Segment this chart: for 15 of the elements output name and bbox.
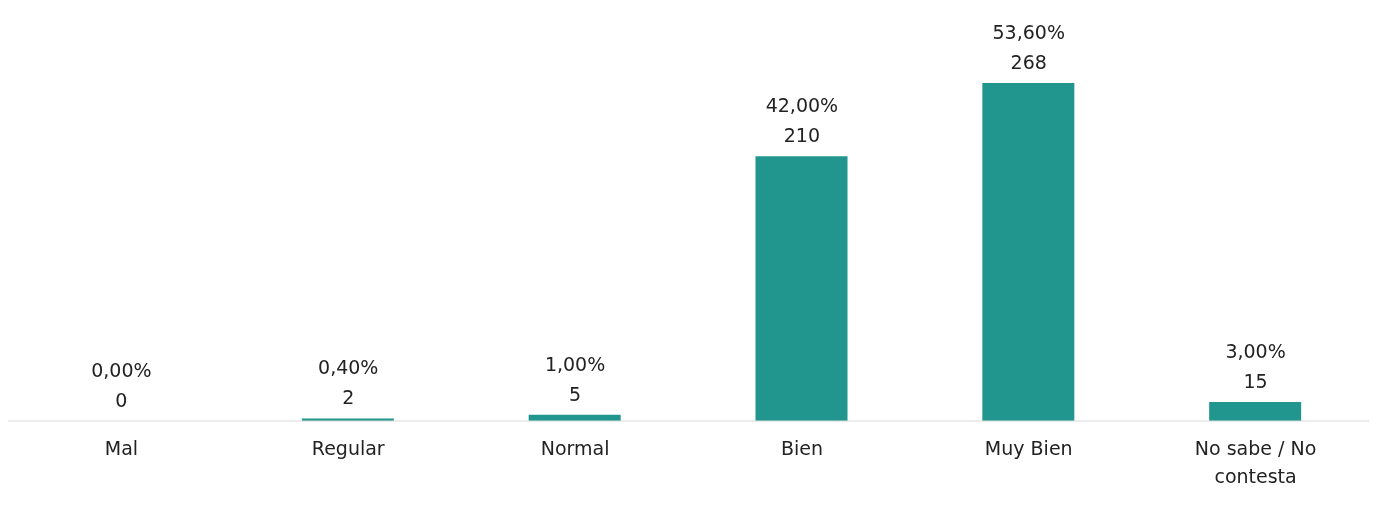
data-label: 53,60% 268 (992, 21, 1065, 73)
data-label: 0,00% 0 (91, 359, 152, 411)
data-label: 42,00% 210 (765, 94, 839, 147)
x-tick-label: Regular (311, 437, 385, 459)
data-label: 3,00% 15 (1225, 340, 1286, 393)
x-tick-label: Bien (780, 437, 823, 459)
x-tick-label: Muy Bien (984, 437, 1073, 459)
bar (982, 83, 1075, 421)
x-tick-label: No sabe / No contesta (1194, 437, 1317, 487)
data-label: 1,00% 5 (544, 352, 606, 405)
data-label: 0,40% 2 (318, 356, 379, 409)
x-tick-label: Mal (104, 437, 139, 459)
bar (755, 156, 848, 421)
bar (1209, 402, 1302, 421)
x-tick-label: Normal (540, 437, 610, 459)
